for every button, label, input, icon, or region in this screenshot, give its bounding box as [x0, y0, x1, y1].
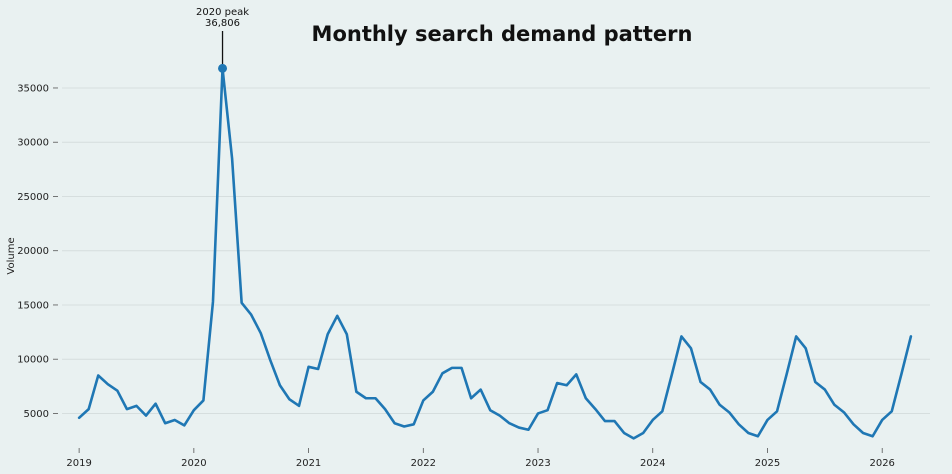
y-tick-label: 20000	[17, 246, 49, 257]
x-tick-label: 2026	[869, 458, 894, 469]
y-tick-label: 15000	[17, 300, 49, 311]
x-tick-label: 2019	[66, 458, 91, 469]
peak-point	[218, 63, 228, 73]
y-tick-label: 5000	[24, 409, 49, 420]
x-axis-ticks: 2019 2020 2021 2022 2023 2024 2025 2026	[66, 448, 895, 469]
x-tick-label: 2020	[181, 458, 206, 469]
chart-title: Monthly search demand pattern	[312, 22, 693, 46]
series-line	[77, 67, 913, 440]
x-tick-label: 2022	[411, 458, 436, 469]
gridlines	[62, 87, 930, 414]
y-tick-label: 10000	[17, 355, 49, 366]
series-group	[77, 67, 913, 440]
y-tick-label: 25000	[17, 192, 49, 203]
peak-annotation: 2020 peak 36,806	[196, 7, 249, 73]
x-tick-label: 2024	[640, 458, 665, 469]
y-axis-ticks: 5000 10000 15000 20000 25000 30000 35000	[17, 83, 58, 420]
peak-label-title: 2020 peak	[196, 7, 249, 18]
y-axis-label: Volume	[6, 237, 17, 274]
y-tick-label: 35000	[17, 83, 49, 94]
x-tick-label: 2023	[525, 458, 550, 469]
x-tick-label: 2021	[296, 458, 321, 469]
x-tick-label: 2025	[755, 458, 780, 469]
y-tick-label: 30000	[17, 138, 49, 149]
peak-label-value: 36,806	[205, 18, 240, 29]
